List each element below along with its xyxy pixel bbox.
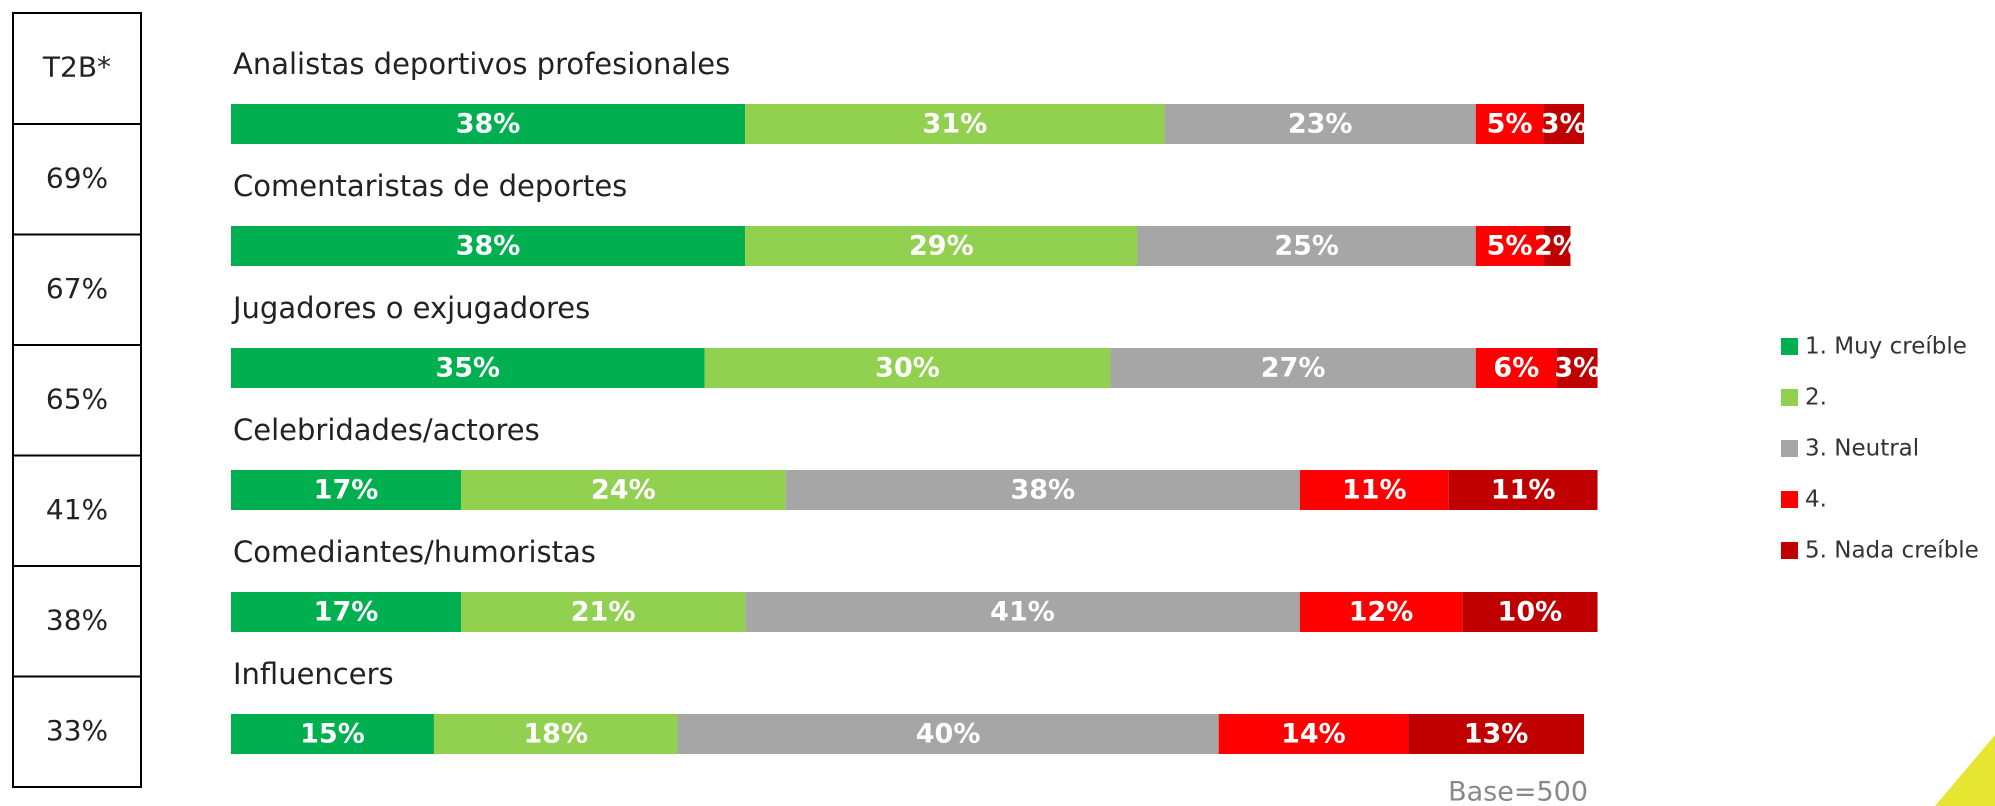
- value-label: 5%: [1487, 109, 1533, 140]
- bar-segment: [785, 470, 1300, 510]
- t2b-value: 41%: [46, 493, 108, 526]
- value-label: 13%: [1464, 719, 1529, 750]
- value-label: 14%: [1281, 719, 1346, 750]
- bar-segment: [1462, 592, 1598, 632]
- t2b-box: [12, 12, 142, 788]
- bar-segment: [677, 714, 1219, 754]
- value-label: 30%: [875, 353, 940, 384]
- t2b-value: 69%: [46, 161, 108, 194]
- legend-swatch: [1781, 338, 1798, 355]
- value-label: 41%: [990, 597, 1055, 628]
- legend-label: 1. Muy creíble: [1805, 334, 1967, 360]
- t2b-title: T2B*: [42, 51, 111, 84]
- value-label: 38%: [456, 109, 521, 140]
- bar-segment: [1218, 714, 1409, 754]
- bar-segment: [1475, 104, 1544, 144]
- value-label: 6%: [1493, 353, 1539, 384]
- bar-segment: [1543, 104, 1584, 144]
- value-label: 40%: [916, 719, 981, 750]
- value-label: 25%: [1274, 231, 1339, 262]
- value-label: 23%: [1288, 109, 1353, 140]
- bar-segment: [745, 592, 1300, 632]
- legend-swatch: [1781, 389, 1798, 406]
- legend-label: 2.: [1805, 385, 1827, 411]
- bar-segment: [1110, 348, 1476, 388]
- bar-segment: [1448, 470, 1598, 510]
- bar-segment: [433, 714, 678, 754]
- value-label: 3%: [1554, 353, 1600, 384]
- value-label: 27%: [1261, 353, 1326, 384]
- bar-segment: [1299, 470, 1449, 510]
- category-label: Celebridades/actores: [233, 413, 540, 447]
- t2b-value: 33%: [46, 714, 108, 747]
- bar-segment: [1299, 592, 1463, 632]
- bar-segment: [1556, 348, 1598, 388]
- value-label: 21%: [571, 597, 636, 628]
- bar-segment: [231, 470, 462, 510]
- category-label: Comentaristas de deportes: [233, 169, 627, 203]
- value-label: 17%: [314, 597, 379, 628]
- corner-decoration: [1935, 735, 1995, 806]
- value-label: 2%: [1534, 231, 1580, 262]
- bar-segment: [1137, 226, 1476, 266]
- bar-segment: [231, 592, 462, 632]
- bar-segment: [461, 470, 786, 510]
- value-label: 10%: [1498, 597, 1563, 628]
- bar-segment: [1475, 348, 1557, 388]
- value-label: 29%: [909, 231, 974, 262]
- bar-segment: [704, 348, 1111, 388]
- legend-label: 3. Neutral: [1805, 436, 1919, 462]
- value-label: 15%: [300, 719, 365, 750]
- value-label: 18%: [523, 719, 588, 750]
- annotation: Base=500: [1448, 777, 1588, 806]
- bar-segment: [1408, 714, 1584, 754]
- bar-segment: [231, 348, 705, 388]
- value-label: 31%: [923, 109, 988, 140]
- category-label: Influencers: [233, 657, 394, 691]
- t2b-value: 67%: [46, 272, 108, 305]
- legend-swatch: [1781, 440, 1798, 457]
- bar-segment: [745, 104, 1165, 144]
- value-label: 38%: [1010, 475, 1075, 506]
- legend-swatch: [1781, 542, 1798, 559]
- bar-segment: [231, 714, 434, 754]
- bar-segment: [1164, 104, 1476, 144]
- bar-segment: [1475, 226, 1544, 266]
- legend-label: 5. Nada creíble: [1805, 538, 1979, 564]
- bar-segment: [231, 226, 746, 266]
- value-label: 12%: [1349, 597, 1414, 628]
- t2b-value: 65%: [46, 382, 108, 415]
- bar-segment: [745, 226, 1138, 266]
- legend-label: 4.: [1805, 487, 1827, 513]
- value-label: 35%: [435, 353, 500, 384]
- category-label: Jugadores o exjugadores: [231, 291, 590, 325]
- legend-swatch: [1781, 491, 1798, 508]
- value-label: 11%: [1342, 475, 1407, 506]
- category-label: Analistas deportivos profesionales: [233, 47, 730, 81]
- value-label: 24%: [591, 475, 656, 506]
- value-label: 11%: [1491, 475, 1556, 506]
- t2b-value: 38%: [46, 603, 108, 636]
- bar-segment: [1543, 226, 1571, 266]
- bar-segment: [461, 592, 746, 632]
- value-label: 38%: [456, 231, 521, 262]
- bar-segment: [231, 104, 746, 144]
- value-label: 17%: [314, 475, 379, 506]
- category-label: Comediantes/humoristas: [233, 535, 596, 569]
- value-label: 3%: [1541, 109, 1587, 140]
- value-label: 5%: [1487, 231, 1533, 262]
